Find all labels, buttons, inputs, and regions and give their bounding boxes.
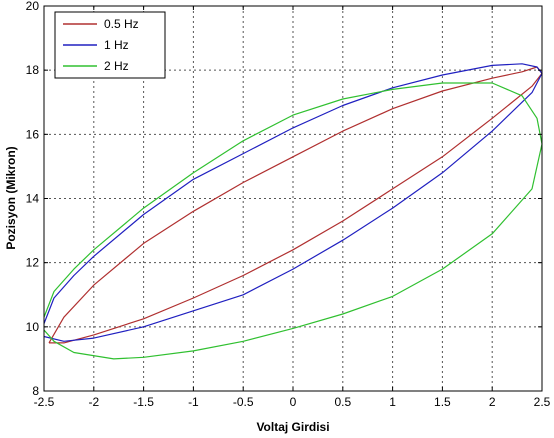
x-tick-label: -2 [88,395,99,409]
axis-ticks [43,5,543,392]
x-tick-label: -1 [188,395,199,409]
x-tick-label: 1.5 [434,395,451,409]
series-line-1-hz [43,63,543,342]
y-tick-label: 14 [26,192,40,206]
x-tick-label: -2.5 [34,395,55,409]
x-tick-label: 1 [389,395,396,409]
legend-label: 2 Hz [104,59,129,73]
x-tick-label: 2 [489,395,496,409]
y-tick-labels: 8 10 12 14 16 18 20 [26,0,40,398]
x-tick-label: 2.5 [534,395,551,409]
x-tick-label: 0 [290,395,297,409]
legend: 0.5 Hz 1 Hz 2 Hz [54,11,166,79]
y-tick-label: 16 [26,127,40,141]
y-axis-title: Pozisyon (Mikron) [4,146,18,249]
y-tick-label: 18 [26,63,40,77]
x-axis-title: Voltaj Girdisi [256,420,329,434]
y-tick-label: 12 [26,256,40,270]
series-line-2-hz [43,82,543,360]
legend-label: 1 Hz [104,38,129,52]
legend-label: 0.5 Hz [104,17,139,31]
grid-lines [44,6,542,391]
x-tick-label: -1.5 [133,395,154,409]
x-tick-label: -0.5 [233,395,254,409]
y-tick-label: 8 [32,384,39,398]
x-tick-labels: -2.5 -2 -1.5 -1 -0.5 0 0.5 1 1.5 2 2.5 [34,395,551,409]
y-tick-label: 10 [26,320,40,334]
x-tick-label: 0.5 [334,395,351,409]
y-tick-label: 20 [26,0,40,13]
